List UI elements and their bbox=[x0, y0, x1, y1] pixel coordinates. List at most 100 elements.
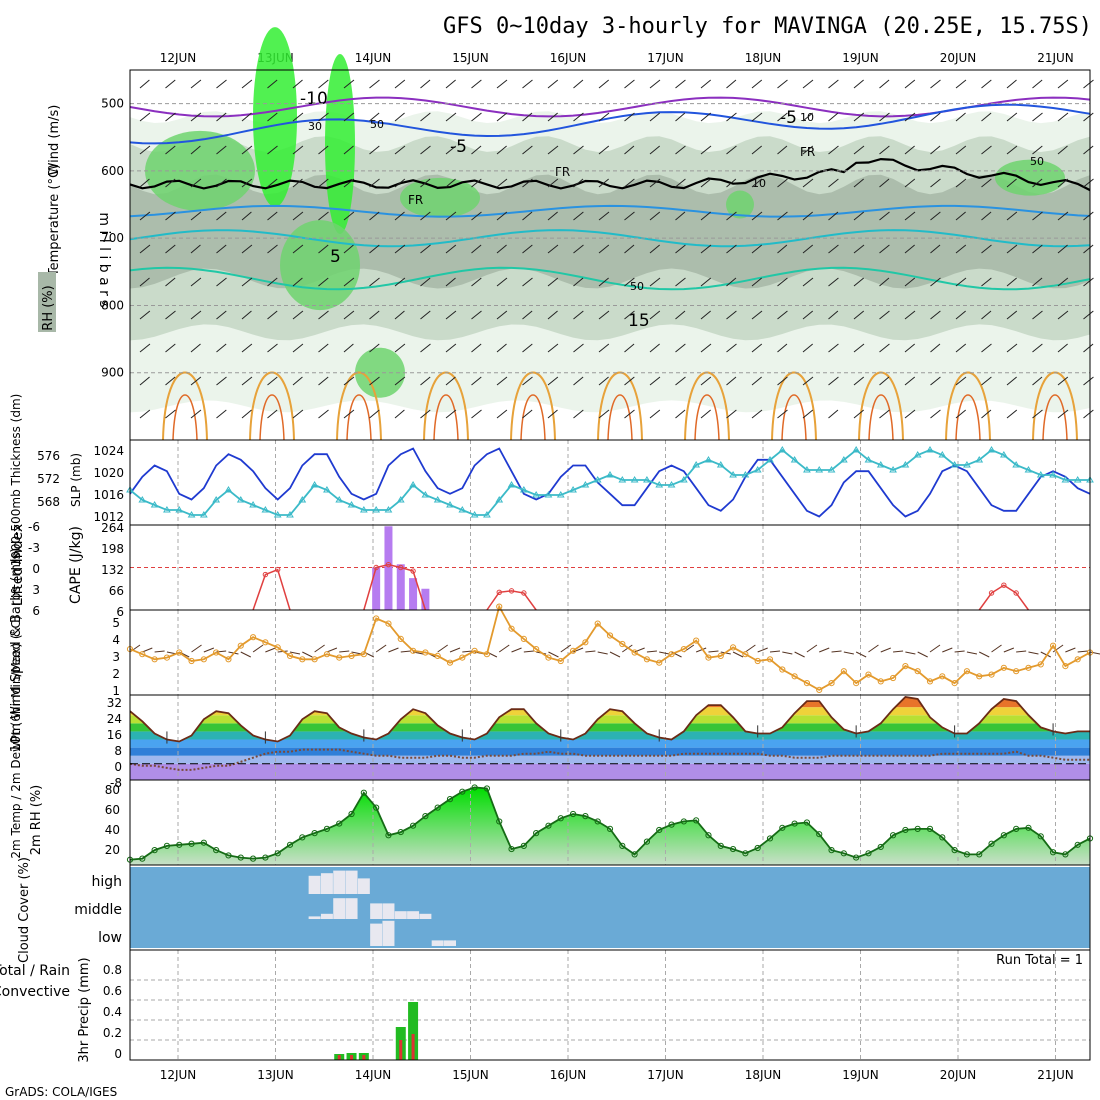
wind-barb bbox=[420, 112, 431, 122]
wind-barb bbox=[930, 145, 941, 155]
rh2m-series-point bbox=[951, 847, 958, 854]
wind10m-series-point bbox=[336, 654, 343, 661]
wind-barb bbox=[649, 277, 661, 287]
hot-contour-loop bbox=[172, 394, 198, 441]
wind-barb bbox=[216, 79, 227, 89]
thickness-series-point bbox=[827, 466, 836, 473]
wind10m-series-point bbox=[1000, 664, 1007, 671]
wind10m-series-point bbox=[299, 656, 306, 663]
wind-barb bbox=[394, 409, 405, 419]
warm-contour-loop bbox=[162, 371, 208, 441]
wind-barb bbox=[930, 178, 941, 188]
thickness-series-point bbox=[889, 466, 897, 473]
wind-barb bbox=[828, 178, 839, 188]
wind10m-series-point bbox=[791, 673, 798, 680]
wind10m-barb bbox=[917, 651, 928, 658]
x-date-bottom: 17JUN bbox=[647, 1068, 684, 1082]
lifted-label: Lifted Index bbox=[10, 524, 26, 606]
temperature-tick: 16 bbox=[107, 728, 122, 742]
wind-barb bbox=[930, 211, 941, 221]
wind-barb bbox=[190, 178, 202, 188]
wind-barb bbox=[1032, 244, 1043, 254]
wind-barb bbox=[573, 145, 584, 155]
wind10m-barb bbox=[572, 647, 584, 653]
wind-barb bbox=[1006, 310, 1018, 320]
wind10m-series-point bbox=[951, 680, 958, 687]
cloud-low-bar bbox=[431, 940, 444, 946]
wind-barb bbox=[751, 79, 763, 89]
wind-barb bbox=[598, 310, 610, 320]
wind-barb bbox=[216, 343, 227, 353]
wind-barb bbox=[190, 79, 202, 89]
rh2m-series-point bbox=[200, 839, 207, 846]
wind-barb bbox=[649, 343, 660, 353]
wind-barb bbox=[624, 145, 635, 155]
rh2m-series-point bbox=[976, 851, 983, 858]
wind-barb bbox=[879, 310, 890, 320]
rh2m-series-point bbox=[643, 838, 651, 845]
wind-barb bbox=[573, 310, 584, 320]
wind10m-series-point bbox=[496, 603, 503, 610]
wind10m-series-point bbox=[803, 680, 811, 687]
wind-barb bbox=[879, 244, 890, 254]
wind-barb bbox=[471, 277, 482, 287]
cloud-high-bar bbox=[333, 870, 346, 894]
slp-tick: 1024 bbox=[93, 444, 124, 458]
wind-barb bbox=[598, 277, 609, 287]
wind-barb bbox=[904, 277, 916, 287]
thickness-series-point bbox=[532, 491, 541, 498]
wind-barb bbox=[649, 112, 661, 122]
thickness-series-point bbox=[839, 456, 848, 463]
thickness-series-point bbox=[507, 481, 516, 488]
thickness-series-point bbox=[790, 456, 799, 463]
rh2m-series-point bbox=[286, 841, 294, 848]
rh-moist-area bbox=[355, 347, 405, 398]
wind-barb bbox=[930, 409, 941, 419]
wind10m-tick: 1 bbox=[112, 684, 120, 698]
rh2m-series-point bbox=[557, 815, 564, 822]
wind-barb bbox=[573, 343, 584, 353]
wind-barb bbox=[190, 310, 202, 320]
wind-barb bbox=[496, 112, 508, 122]
wind10m-barb bbox=[363, 651, 375, 658]
wind10m-series-point bbox=[717, 652, 724, 660]
wind-barb bbox=[726, 409, 737, 419]
wind-barb bbox=[573, 178, 584, 188]
wind-barb bbox=[1057, 343, 1068, 353]
wind-barb bbox=[1057, 79, 1069, 89]
wind-barb bbox=[624, 178, 635, 188]
wind-barb bbox=[598, 409, 610, 419]
wind-barb bbox=[139, 79, 150, 89]
wind10m-series-point bbox=[1013, 668, 1020, 675]
temperature-contour-label: -5 bbox=[450, 137, 467, 157]
temperature-contour-label: 15 bbox=[628, 311, 650, 331]
wind10m-barb bbox=[216, 650, 227, 653]
wind-barb bbox=[700, 211, 712, 221]
wind-barb bbox=[700, 277, 712, 287]
wind-barb bbox=[522, 277, 533, 287]
wind-barb bbox=[267, 112, 278, 122]
wind10m-barb bbox=[843, 651, 854, 655]
wind-barb bbox=[318, 178, 329, 188]
lifted-tick: -3 bbox=[28, 541, 40, 555]
rh2m-tick: 80 bbox=[105, 783, 120, 797]
precip-convective-bar bbox=[411, 1034, 415, 1060]
temperature-label: 2m Temp / 2m DewPt (6hr Min/Max) (°C) bbox=[9, 615, 23, 858]
wind-barb bbox=[165, 376, 176, 386]
rh2m-series-point bbox=[176, 841, 183, 848]
wind-barb bbox=[1057, 244, 1068, 254]
thickness-series-point bbox=[396, 496, 405, 503]
temperature-contour bbox=[129, 266, 1091, 291]
thickness-series-point bbox=[1036, 471, 1045, 478]
wind10m-barb bbox=[893, 650, 904, 653]
wind10m-series-point bbox=[446, 659, 454, 666]
wind10m-barb bbox=[375, 644, 387, 653]
precip-panel-frame bbox=[129, 949, 1091, 1061]
wind-barb bbox=[267, 343, 278, 353]
temperature-contour-label: FR bbox=[800, 145, 815, 159]
wind-barb bbox=[292, 277, 303, 287]
wind-barb bbox=[828, 310, 839, 320]
wind-barb bbox=[241, 343, 253, 353]
warm-contour-loop bbox=[771, 371, 817, 441]
wind-barb bbox=[598, 343, 610, 353]
